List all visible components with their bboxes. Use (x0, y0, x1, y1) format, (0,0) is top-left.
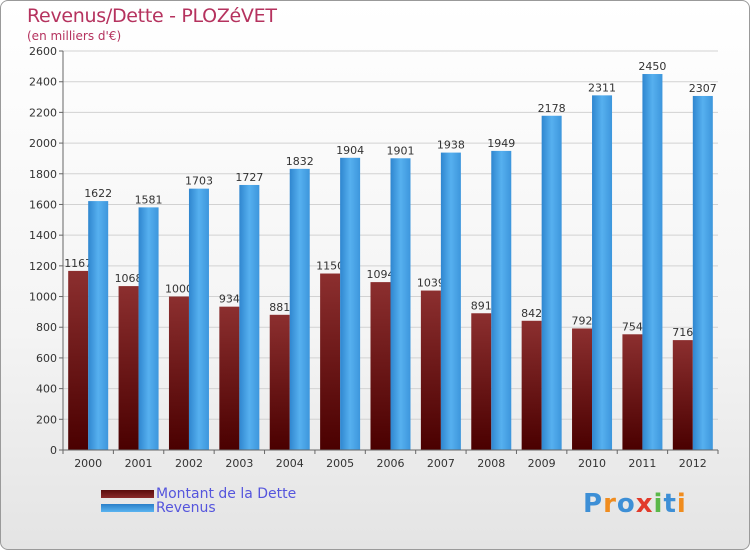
bars: 1167 1622 1068 1581 1000 1703 934 1727 881 1832 11… (64, 60, 717, 451)
bar-revenus (138, 207, 159, 450)
x-tick-label: 2003 (225, 457, 253, 470)
y-tick-label: 2200 (29, 106, 57, 119)
data-label-revenus: 1904 (336, 144, 364, 157)
legend-label-dette: Montant de la Dette (156, 486, 297, 502)
x-axis: 2000 2001 2002 2003 2004 2005 2006 2007 2008 2009… (62, 449, 719, 470)
data-label-revenus: 2311 (588, 81, 616, 94)
data-label-dette: 716 (672, 326, 693, 339)
bar-dette (118, 286, 139, 450)
data-label-revenus: 1901 (387, 144, 415, 157)
data-label-revenus: 1938 (437, 139, 465, 152)
x-tick-label: 2010 (578, 457, 606, 470)
data-label-dette: 1039 (417, 277, 445, 290)
bar-revenus (188, 188, 209, 450)
bar-dette (219, 306, 240, 450)
legend-swatch-dette (101, 490, 154, 498)
x-tick-label: 2008 (477, 457, 505, 470)
data-label-dette: 1068 (115, 272, 143, 285)
legend-item-revenus: Revenus (101, 500, 296, 516)
bar-revenus (88, 201, 109, 450)
y-tick-label: 1800 (29, 168, 57, 181)
data-label-dette: 881 (269, 301, 290, 314)
y-tick-label: 2000 (29, 137, 57, 150)
y-tick-label: 1600 (29, 198, 57, 211)
chart-subtitle: (en milliers d'€) (27, 29, 122, 43)
bar-revenus (390, 158, 411, 450)
bar-dette (168, 296, 189, 450)
bar-dette (68, 270, 89, 450)
data-label-dette: 1094 (367, 268, 395, 281)
data-label-dette: 842 (521, 307, 542, 320)
x-tick-label: 2005 (326, 457, 354, 470)
data-label-revenus: 1581 (135, 193, 163, 206)
bar-dette (420, 290, 441, 450)
bar-revenus (239, 184, 260, 450)
data-label-dette: 891 (471, 299, 492, 312)
bar-revenus (340, 157, 361, 450)
bar-dette (269, 314, 290, 450)
data-label-revenus: 1622 (84, 187, 112, 200)
data-label-revenus: 1703 (185, 175, 213, 188)
bar-dette (622, 334, 643, 450)
bar-dette (572, 328, 593, 450)
data-label-dette: 1167 (64, 257, 92, 270)
bar-dette (521, 320, 542, 450)
x-tick-label: 2011 (628, 457, 656, 470)
data-label-dette: 792 (572, 314, 593, 327)
y-tick-label: 800 (36, 321, 57, 334)
x-tick-label: 2007 (427, 457, 455, 470)
y-tick-label: 0 (50, 444, 57, 457)
bar-revenus (289, 168, 310, 450)
y-tick-label: 1400 (29, 229, 57, 242)
y-axis: 0 200 400 600 800 1000 1200 1400 1600 1800 2000 220… (29, 45, 64, 457)
bar-revenus (541, 115, 562, 450)
data-label-revenus: 2307 (689, 82, 717, 95)
legend-swatch-revenus (101, 504, 154, 512)
bar-revenus (491, 150, 512, 451)
bar-dette (370, 282, 391, 450)
y-tick-label: 400 (36, 383, 57, 396)
x-tick-label: 2000 (74, 457, 102, 470)
x-tick-label: 2004 (276, 457, 304, 470)
bar-dette (320, 273, 341, 450)
data-label-revenus: 2178 (538, 102, 566, 115)
chart-title: Revenus/Dette - PLOZéVET (27, 5, 277, 27)
bar-dette (672, 340, 693, 450)
data-label-dette: 1000 (165, 283, 193, 296)
data-label-dette: 1150 (316, 260, 344, 273)
y-tick-label: 1200 (29, 260, 57, 273)
y-tick-label: 2600 (29, 45, 57, 58)
legend-label-revenus: Revenus (156, 500, 216, 516)
bar-revenus (642, 74, 663, 451)
y-tick-label: 200 (36, 413, 57, 426)
bar-dette (471, 313, 492, 450)
proxiti-logo: Proxiti (583, 489, 687, 519)
legend-item-dette: Montant de la Dette (101, 486, 297, 502)
x-tick-label: 2009 (528, 457, 556, 470)
bar-revenus (692, 95, 713, 450)
bar-revenus (440, 152, 461, 450)
data-label-dette: 934 (219, 293, 240, 306)
bar-revenus (592, 95, 613, 450)
y-tick-label: 600 (36, 352, 57, 365)
x-tick-label: 2001 (125, 457, 153, 470)
legend: Montant de la Dette Revenus (101, 486, 297, 516)
y-tick-label: 2400 (29, 76, 57, 89)
data-label-dette: 754 (622, 320, 643, 333)
x-tick-label: 2002 (175, 457, 203, 470)
data-label-revenus: 1949 (487, 137, 515, 150)
data-label-revenus: 1727 (235, 171, 263, 184)
data-label-revenus: 1832 (286, 155, 314, 168)
y-tick-label: 1000 (29, 291, 57, 304)
x-tick-label: 2012 (679, 457, 707, 470)
data-label-revenus: 2450 (638, 60, 666, 73)
x-tick-label: 2006 (377, 457, 405, 470)
